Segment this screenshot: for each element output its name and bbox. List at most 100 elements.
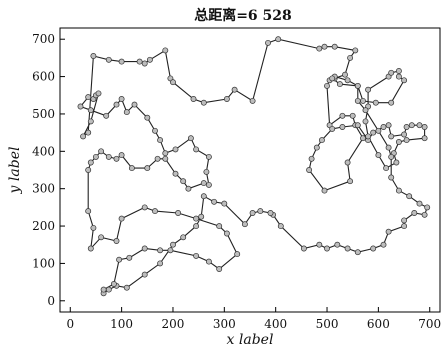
city-point [144, 165, 151, 172]
city-point [152, 127, 158, 134]
city-point [316, 241, 323, 248]
city-point [354, 97, 361, 104]
city-point [416, 122, 423, 129]
city-point [126, 254, 133, 261]
city-point [200, 99, 207, 106]
y-tick-label: 600 [32, 70, 55, 84]
city-point [87, 245, 94, 252]
city-point [308, 155, 315, 162]
city-point [113, 101, 120, 108]
city-point [362, 107, 369, 114]
city-point [370, 245, 377, 252]
chart-title: 总距离=6 528 [194, 7, 292, 24]
y-tick-label: 700 [32, 32, 55, 46]
city-point [339, 112, 346, 119]
city-point [395, 73, 402, 80]
city-point [421, 211, 428, 218]
city-point [388, 99, 395, 106]
plot-area [77, 36, 431, 297]
city-point [365, 86, 372, 93]
city-point [339, 124, 346, 130]
city-point [193, 223, 200, 230]
city-point [85, 129, 92, 136]
city-point [388, 174, 395, 181]
city-point [185, 185, 192, 192]
city-point [249, 97, 256, 104]
city-point [385, 122, 392, 129]
city-point [162, 47, 169, 54]
city-point [205, 181, 212, 188]
city-point [193, 252, 200, 259]
x-tick-label: 700 [418, 317, 441, 331]
city-point [401, 217, 408, 224]
x-tick-label: 600 [367, 317, 390, 331]
city-point [221, 200, 228, 207]
city-point [87, 159, 94, 166]
y-tick-label: 400 [32, 144, 55, 158]
city-point [375, 152, 382, 159]
city-point [180, 178, 187, 185]
city-point [85, 167, 92, 173]
y-tick-label: 500 [32, 107, 55, 121]
city-point [416, 200, 423, 207]
city-point [180, 234, 187, 241]
city-point [385, 144, 392, 151]
y-tick-label: 100 [32, 256, 55, 270]
city-point [113, 155, 120, 162]
city-point [375, 127, 382, 134]
city-point [401, 77, 408, 84]
city-point [395, 187, 402, 194]
city-point [383, 165, 390, 172]
city-point [128, 165, 135, 172]
city-point [223, 230, 230, 237]
city-point [154, 155, 161, 162]
city-point [313, 144, 320, 151]
city-point [360, 97, 366, 104]
city-point [395, 139, 402, 145]
city-point [231, 86, 238, 93]
city-point [95, 90, 102, 97]
x-tick-label: 500 [316, 317, 339, 331]
city-point [144, 114, 151, 121]
city-point [344, 159, 351, 166]
city-point [421, 124, 428, 130]
city-point [354, 249, 361, 256]
city-point [193, 215, 200, 222]
city-point [300, 245, 307, 252]
city-point [349, 112, 356, 119]
city-point [393, 159, 400, 166]
city-point [329, 75, 336, 82]
city-point [136, 58, 143, 65]
city-point [334, 241, 341, 248]
city-point [105, 286, 112, 293]
plot-frame [59, 27, 441, 313]
city-point [87, 118, 94, 125]
city-point [105, 153, 112, 160]
city-point [85, 94, 92, 101]
city-point [77, 103, 84, 110]
city-point [216, 223, 223, 230]
city-point [98, 234, 105, 241]
city-point [141, 271, 148, 278]
city-point [187, 135, 194, 142]
city-point [87, 107, 94, 114]
city-point [331, 43, 338, 50]
city-point [118, 58, 125, 65]
city-point [216, 266, 223, 272]
city-point [406, 193, 413, 200]
city-point [354, 122, 361, 129]
city-point [321, 187, 328, 194]
city-point [80, 133, 87, 140]
city-point [316, 45, 323, 52]
x-tick-label: 100 [110, 317, 133, 331]
city-point [118, 215, 125, 222]
y-axis-ticks: 0 100 200 300 400 500 600 700 [32, 32, 65, 308]
city-point [344, 77, 351, 84]
x-tick-label: 400 [264, 317, 287, 331]
city-point [388, 133, 395, 140]
city-point [118, 152, 125, 159]
city-point [110, 281, 117, 287]
city-point [421, 135, 428, 142]
city-point [157, 137, 164, 144]
city-point [90, 53, 97, 59]
